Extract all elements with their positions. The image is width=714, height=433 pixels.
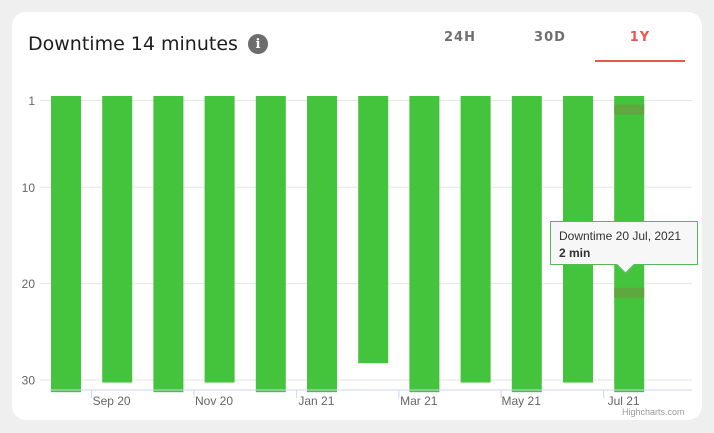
bar-aug-20[interactable]: [51, 96, 81, 393]
y-tick-label: 1: [28, 94, 35, 108]
y-tick-label: 20: [22, 277, 36, 291]
x-tick-label: Mar 21: [400, 394, 438, 408]
info-icon[interactable]: i: [247, 34, 268, 54]
title-row: Downtime 14 minutes i: [28, 33, 268, 55]
bar-highlight-day-21: [614, 287, 645, 298]
bar-mar-21[interactable]: [409, 96, 440, 393]
chart-title: Downtime 14 minutes: [28, 33, 238, 55]
bar-nov-20[interactable]: [204, 96, 235, 383]
x-tick-label: Jul 21: [608, 394, 640, 408]
bar-may-21[interactable]: [511, 96, 542, 393]
tab-1y[interactable]: 1Y: [595, 28, 685, 62]
tab-30d[interactable]: 30D: [534, 30, 566, 45]
tab-24h[interactable]: 24H: [444, 30, 476, 45]
bar-oct-20[interactable]: [153, 96, 184, 393]
bar-jan-21[interactable]: [307, 96, 337, 393]
x-tick-label: Sep 20: [93, 394, 131, 408]
x-tick-label: Jan 21: [298, 394, 334, 408]
period-tabs: 24H 30D 1Y: [415, 28, 695, 62]
x-tick-label: May 21: [502, 394, 542, 408]
tooltip-title: Downtime 20 Jul, 2021: [559, 229, 682, 243]
bar-dec-20[interactable]: [255, 96, 286, 393]
tooltip-value: 2 min: [559, 246, 591, 260]
axes: 1 10 20 30 Sep 20 Nov 20 Jan 21 Mar 21 May 21 Jul…: [22, 94, 692, 408]
tooltip: Downtime 20 Jul, 2021 2 min: [550, 221, 698, 274]
bar-highlight-day-2: [614, 104, 645, 115]
bar-sep-20[interactable]: [102, 96, 133, 383]
highcharts-credit[interactable]: Highcharts.com: [622, 407, 685, 417]
x-tick-label: Nov 20: [195, 394, 233, 408]
y-tick-label: 30: [22, 374, 36, 388]
bar-feb-21[interactable]: [358, 96, 389, 364]
bar-apr-21[interactable]: [460, 96, 491, 383]
y-tick-label: 10: [22, 181, 36, 195]
